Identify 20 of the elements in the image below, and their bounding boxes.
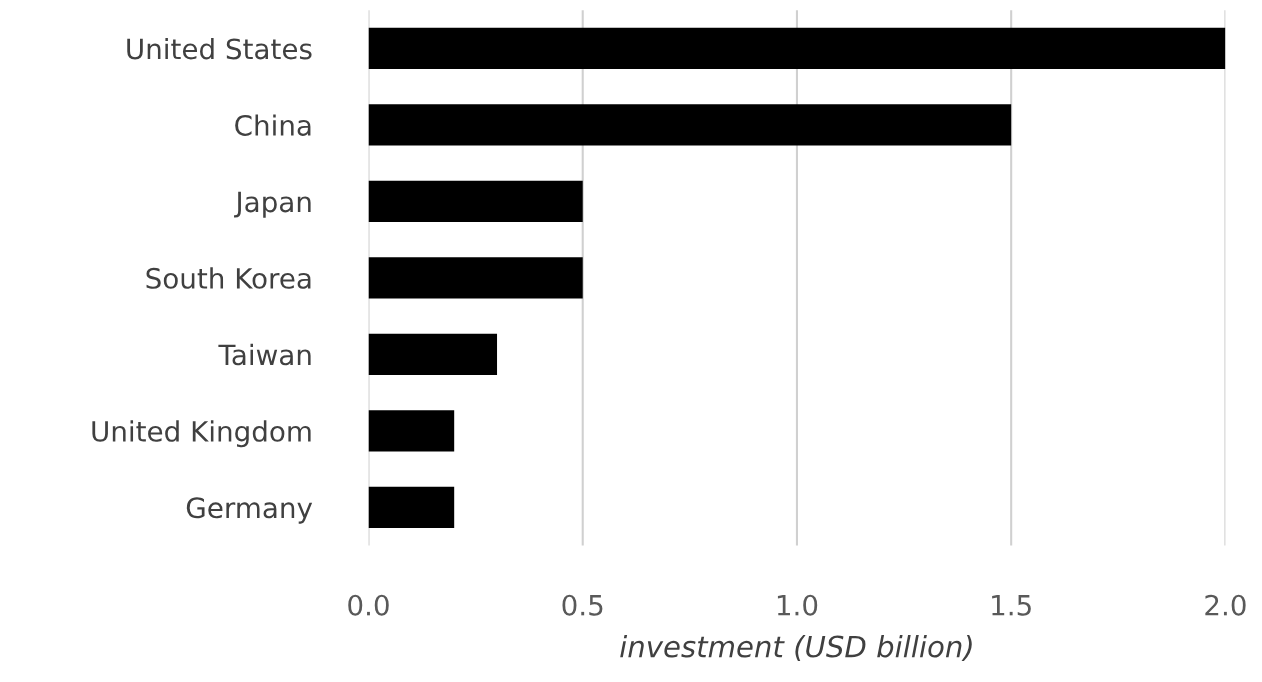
bar	[368, 333, 498, 376]
x-tick-label: 2.0	[1205, 594, 1246, 616]
y-tick-label: China	[235, 114, 311, 136]
bar	[368, 486, 455, 529]
x-tick-label: 0.0	[348, 594, 389, 616]
bar	[368, 180, 583, 223]
y-tick-label: South Korea	[146, 267, 311, 289]
y-tick-label: United States	[127, 37, 312, 60]
y-tick-label: Japan	[234, 191, 311, 218]
y-tick-label: Taiwan	[218, 343, 311, 366]
bar	[368, 257, 583, 299]
x-axis-title: investment (USD billion)	[620, 634, 972, 661]
x-tick-label: 1.0	[777, 594, 818, 616]
y-tick-label: United Kingdom	[92, 420, 311, 448]
bar	[368, 104, 1012, 146]
bar	[368, 410, 455, 452]
x-tick-label: 0.5	[562, 594, 603, 616]
bar	[368, 27, 1226, 70]
x-tick-label: 1.5	[992, 595, 1031, 616]
y-tick-label: Germany	[186, 497, 313, 524]
